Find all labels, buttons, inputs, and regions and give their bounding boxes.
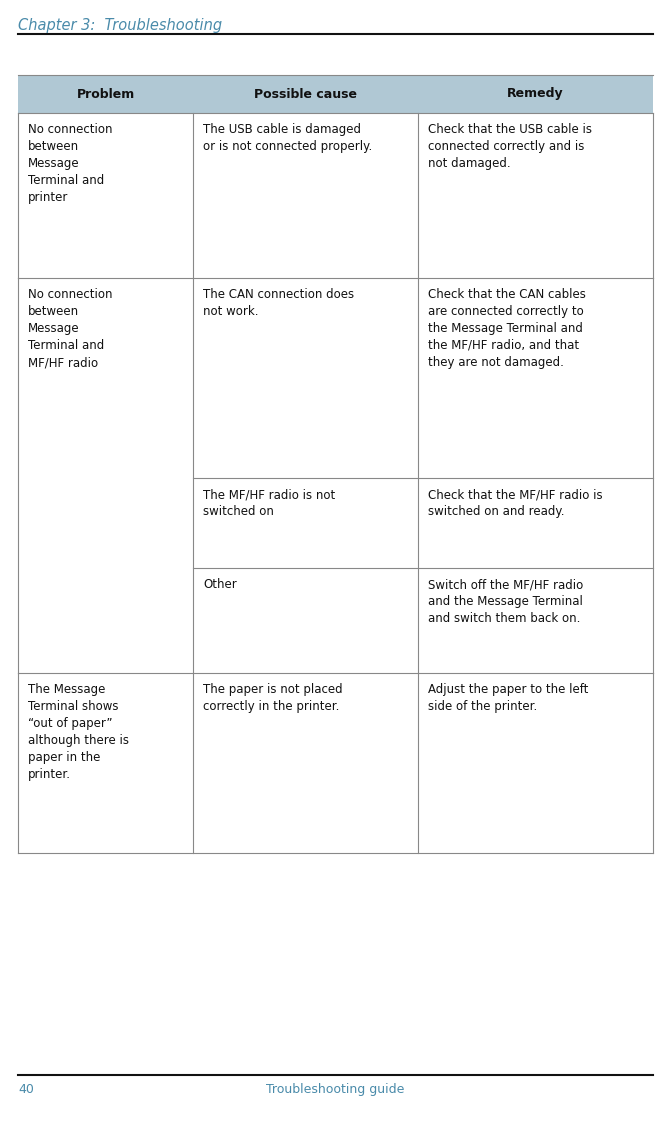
Text: The Message
Terminal shows
“out of paper”
although there is
paper in the
printer: The Message Terminal shows “out of paper… [28, 683, 129, 781]
Text: Chapter 3:  Troubleshooting: Chapter 3: Troubleshooting [18, 18, 222, 33]
Text: Check that the USB cable is
connected correctly and is
not damaged.: Check that the USB cable is connected co… [428, 123, 592, 170]
Text: 40: 40 [18, 1083, 34, 1096]
Text: The MF/HF radio is not
switched on: The MF/HF radio is not switched on [203, 488, 336, 518]
Text: Remedy: Remedy [507, 87, 564, 101]
Text: Check that the CAN cables
are connected correctly to
the Message Terminal and
th: Check that the CAN cables are connected … [428, 288, 586, 370]
Text: Adjust the paper to the left
side of the printer.: Adjust the paper to the left side of the… [428, 683, 588, 713]
Bar [18, 75, 653, 113]
Text: Possible cause: Possible cause [254, 87, 357, 101]
Text: The paper is not placed
correctly in the printer.: The paper is not placed correctly in the… [203, 683, 343, 713]
Text: No connection
between
Message
Terminal and
printer: No connection between Message Terminal a… [28, 123, 113, 205]
Text: The USB cable is damaged
or is not connected properly.: The USB cable is damaged or is not conne… [203, 123, 372, 153]
Text: No connection
between
Message
Terminal and
MF/HF radio: No connection between Message Terminal a… [28, 288, 113, 370]
Text: Other: Other [203, 579, 237, 591]
Text: Troubleshooting guide: Troubleshooting guide [266, 1083, 405, 1096]
Text: Problem: Problem [76, 87, 135, 101]
Text: The CAN connection does
not work.: The CAN connection does not work. [203, 288, 354, 318]
Text: Switch off the MF/HF radio
and the Message Terminal
and switch them back on.: Switch off the MF/HF radio and the Messa… [428, 579, 583, 625]
Text: Check that the MF/HF radio is
switched on and ready.: Check that the MF/HF radio is switched o… [428, 488, 603, 518]
